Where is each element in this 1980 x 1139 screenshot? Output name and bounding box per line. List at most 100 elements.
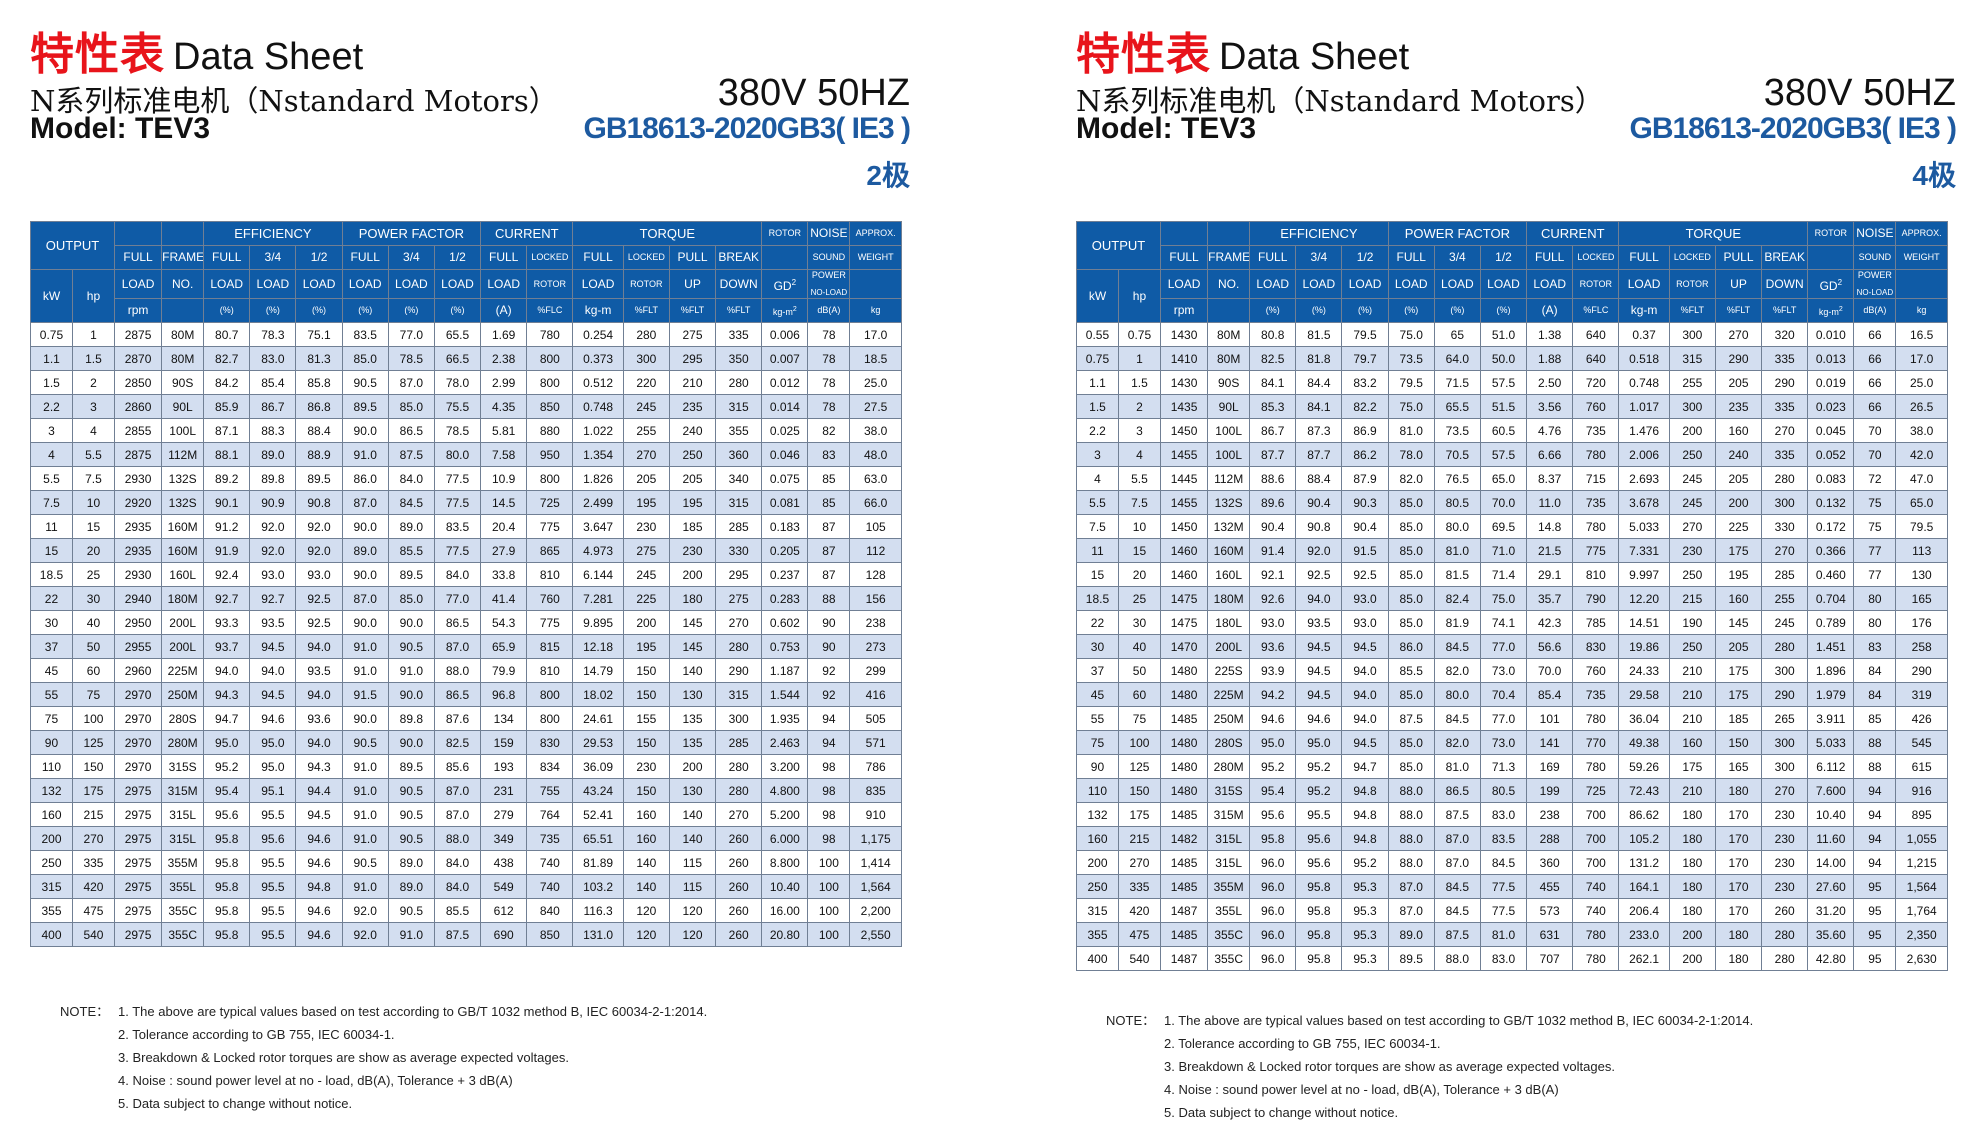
table-cell: 235	[1714, 394, 1763, 419]
column-header: LOAD	[480, 269, 528, 299]
pole-count: 2极	[866, 160, 910, 191]
table-cell: 87	[807, 514, 851, 539]
column-header: (A)	[480, 298, 528, 323]
table-cell: 65.51	[572, 826, 624, 851]
table-cell: 85.0	[341, 346, 389, 371]
table-cell: 80.0	[1433, 514, 1481, 539]
header-gd2: GD2	[1807, 269, 1855, 299]
table-cell: 420	[1117, 898, 1161, 923]
column-header: FULL	[572, 245, 624, 270]
table-row: 30 40 2950 200L 93.3 93.5 92.5 90.0 90.0 86.5 54.3…	[30, 610, 902, 635]
table-cell: 30	[1117, 610, 1161, 635]
table-cell: 88.3	[249, 418, 297, 443]
table-cell: 850	[526, 394, 574, 419]
table-cell: 755	[526, 778, 574, 803]
table-cell: 51.5	[1479, 394, 1528, 419]
table-cell: 165	[1714, 754, 1763, 779]
header-torque: TORQUE	[572, 221, 763, 246]
table-cell: 132S	[161, 490, 205, 515]
table-cell: 1.022	[572, 418, 624, 443]
table-cell: 2955	[113, 634, 163, 659]
table-cell: 840	[526, 898, 574, 923]
table-cell: 84.1	[1249, 370, 1297, 395]
column-header: LOCKED	[622, 245, 670, 270]
table-cell: 90.8	[1295, 514, 1343, 539]
table-cell: 91.0	[341, 802, 389, 827]
column-header	[1807, 245, 1855, 270]
table-cell: 0.006	[761, 322, 809, 347]
column-header: ROTOR	[622, 269, 670, 299]
column-header: LOCKED	[1668, 245, 1716, 270]
table-cell: 4.76	[1526, 418, 1574, 443]
table-cell: 7.5	[71, 466, 115, 491]
table-cell: 1482	[1159, 826, 1209, 851]
table-cell: 270	[71, 826, 115, 851]
table-cell: 215	[71, 802, 115, 827]
table-cell: 200	[622, 610, 670, 635]
table-cell: 1485	[1159, 706, 1209, 731]
table-cell: 82	[807, 418, 851, 443]
table-cell: 0.046	[761, 442, 809, 467]
table-cell: 700	[1572, 850, 1620, 875]
table-cell: 0.013	[1807, 346, 1855, 371]
table-cell: 90.0	[387, 610, 435, 635]
table-cell: 79.7	[1341, 346, 1389, 371]
table-cell: 2975	[113, 850, 163, 875]
table-cell: 3.647	[572, 514, 624, 539]
table-cell: 18.5	[849, 346, 902, 371]
table-cell: 231	[480, 778, 528, 803]
table-cell: 91.0	[341, 826, 389, 851]
model-label: Model: TEV3	[30, 112, 211, 145]
table-cell: 132	[30, 778, 73, 803]
table-cell: 89.5	[387, 562, 435, 587]
table-cell: 230	[1761, 850, 1809, 875]
table-cell: 270	[1761, 538, 1809, 563]
table-cell: 95.5	[1295, 802, 1343, 827]
table-cell: 93.0	[249, 562, 297, 587]
table-cell: 96.0	[1249, 922, 1297, 947]
table-cell: 80.0	[433, 442, 482, 467]
table-cell: 79.9	[480, 658, 528, 683]
table-cell: 6.66	[1526, 442, 1574, 467]
table-cell: 87.6	[433, 706, 482, 731]
table-cell: 95.5	[249, 922, 297, 947]
table-cell: 95.8	[203, 898, 251, 923]
table-cell: 54.3	[480, 610, 528, 635]
table-cell: 865	[526, 538, 574, 563]
table-row: 0.75 1 2875 80M 80.7 78.3 75.1 83.5 77.0 65.5 1.69…	[30, 322, 902, 347]
table-cell: 150	[71, 754, 115, 779]
table-cell: 90.4	[1295, 490, 1343, 515]
table-cell: 210	[668, 370, 717, 395]
column-header: (A)	[1526, 298, 1574, 323]
table-cell: 64.0	[1433, 346, 1481, 371]
table-cell: 90.4	[1341, 514, 1389, 539]
table-cell: 185	[1714, 706, 1763, 731]
table-cell: 290	[1761, 370, 1809, 395]
table-cell: 56.6	[1526, 634, 1574, 659]
table-cell: 1430	[1159, 322, 1209, 347]
column-header: %FLT	[1714, 298, 1763, 323]
table-cell: 1455	[1159, 490, 1209, 515]
table-cell: 0.512	[572, 370, 624, 395]
column-header	[1159, 221, 1209, 246]
table-cell: 1.1	[1076, 370, 1119, 395]
table-cell: 2,630	[1895, 946, 1948, 971]
table-cell: 140	[668, 802, 717, 827]
table-cell: 72.43	[1618, 778, 1670, 803]
table-cell: 140	[622, 874, 670, 899]
column-header: kg-m	[1618, 298, 1670, 323]
table-cell: 0.366	[1807, 538, 1855, 563]
table-cell: 280M	[1207, 754, 1251, 779]
note-line: 5. Data subject to change without notice…	[60, 1092, 920, 1115]
table-cell: 175	[1117, 802, 1161, 827]
table-cell: 82.4	[1433, 586, 1481, 611]
table-cell: 180	[1668, 874, 1716, 899]
table-cell: 270	[1668, 514, 1716, 539]
table-cell: 0.025	[761, 418, 809, 443]
power-label: POWER	[1857, 270, 1892, 281]
table-cell: 85.5	[433, 898, 482, 923]
column-header: (%)	[295, 298, 343, 323]
table-cell: 180	[1714, 922, 1763, 947]
header-efficiency: EFFICIENCY	[1249, 221, 1389, 246]
column-header: LOAD	[1387, 269, 1435, 299]
